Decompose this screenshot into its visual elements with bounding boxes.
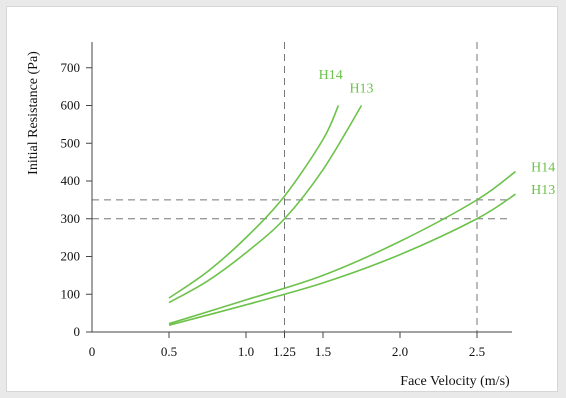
x-tick-label: 2.5 bbox=[469, 344, 485, 359]
y-tick-label: 600 bbox=[61, 98, 81, 113]
y-tick-label: 700 bbox=[61, 60, 81, 75]
reference-lines bbox=[92, 42, 512, 332]
series-labels: H14 H13 H14 H13 bbox=[319, 68, 556, 198]
x-tick-label: 2.0 bbox=[392, 344, 408, 359]
series-label-h14: H14 bbox=[319, 68, 343, 83]
y-tick-label: 400 bbox=[61, 173, 81, 188]
series-lines bbox=[168, 105, 516, 326]
series-label-h14: H14 bbox=[531, 161, 555, 176]
x-tick-label: 1.25 bbox=[273, 344, 296, 359]
series-label-h13: H13 bbox=[349, 81, 373, 96]
x-axis-label: Face Velocity (m/s) bbox=[400, 374, 510, 389]
y-tick-label: 300 bbox=[61, 211, 81, 226]
series-line-h14-2 bbox=[168, 170, 516, 325]
series-line-h14-0 bbox=[168, 105, 340, 299]
x-tick-label: 0 bbox=[89, 344, 96, 359]
x-tick-label: 1.5 bbox=[315, 344, 331, 359]
y-tick-label: 500 bbox=[61, 135, 81, 150]
y-axis-label: Initial Resistance (Pa) bbox=[26, 51, 41, 175]
x-tick-label: 1.0 bbox=[238, 344, 254, 359]
axes: 0 100 200 300 400 500 600 700 0 0.5 1.0 1.25 1.5 2.0 2… bbox=[61, 42, 512, 359]
series-line-h13-1 bbox=[168, 105, 363, 304]
y-tick-label: 100 bbox=[61, 286, 81, 301]
x-tick-label: 0.5 bbox=[161, 344, 177, 359]
series-label-h13: H13 bbox=[531, 183, 555, 198]
series-line-h13-3 bbox=[168, 193, 516, 326]
y-tick-label: 200 bbox=[61, 249, 81, 264]
y-tick-label: 0 bbox=[74, 324, 81, 339]
